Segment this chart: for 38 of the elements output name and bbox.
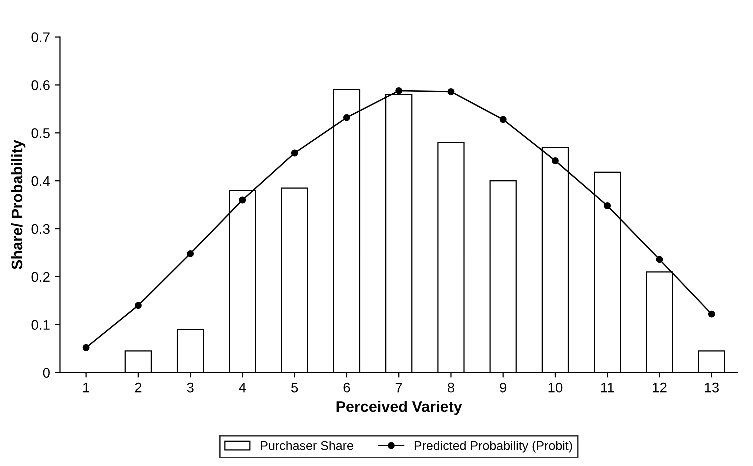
point — [448, 88, 455, 96]
x-tick-label: 9 — [500, 382, 507, 393]
y-tick-label: 0.4 — [32, 176, 50, 186]
x-axis-title: Perceived Variety — [336, 401, 462, 416]
point — [82, 344, 90, 352]
x-tick-label: 11 — [601, 383, 614, 393]
y-tick-label: 0.3 — [32, 224, 50, 234]
legend-label: Predicted Probability (Probit) — [414, 441, 572, 453]
x-tick-label: 6 — [344, 382, 350, 393]
x-tick-label: 1 — [84, 383, 90, 393]
y-tick-label: 0.2 — [32, 272, 50, 282]
point — [604, 202, 612, 210]
y-axis-title: Share/ Probability — [11, 140, 26, 270]
y-tick-label: 0.6 — [32, 80, 50, 90]
point — [134, 302, 142, 310]
point — [708, 310, 716, 318]
y-tick-label: 0.7 — [32, 32, 50, 42]
y-tick-label: 0 — [43, 368, 50, 378]
point — [500, 116, 507, 124]
x-tick-label: 5 — [292, 383, 298, 393]
x-tick-label: 7 — [396, 383, 402, 393]
x-tick-label: 12 — [653, 382, 667, 393]
legend-label: Purchaser Share — [261, 441, 354, 450]
x-tick-label: 2 — [135, 382, 142, 393]
y-tick-label: 0.1 — [32, 320, 50, 330]
point — [343, 114, 350, 122]
point — [656, 256, 664, 264]
x-tick-label: 3 — [187, 382, 194, 393]
x-tick-label: 10 — [548, 382, 563, 393]
x-tick-label: 8 — [448, 382, 454, 393]
point — [239, 196, 246, 204]
point — [291, 150, 298, 157]
point — [187, 250, 194, 258]
y-tick-label: 0.5 — [32, 128, 50, 138]
x-tick-label: 4 — [239, 383, 246, 393]
x-tick-label: 13 — [705, 382, 719, 393]
point — [396, 87, 403, 94]
point — [552, 157, 559, 164]
